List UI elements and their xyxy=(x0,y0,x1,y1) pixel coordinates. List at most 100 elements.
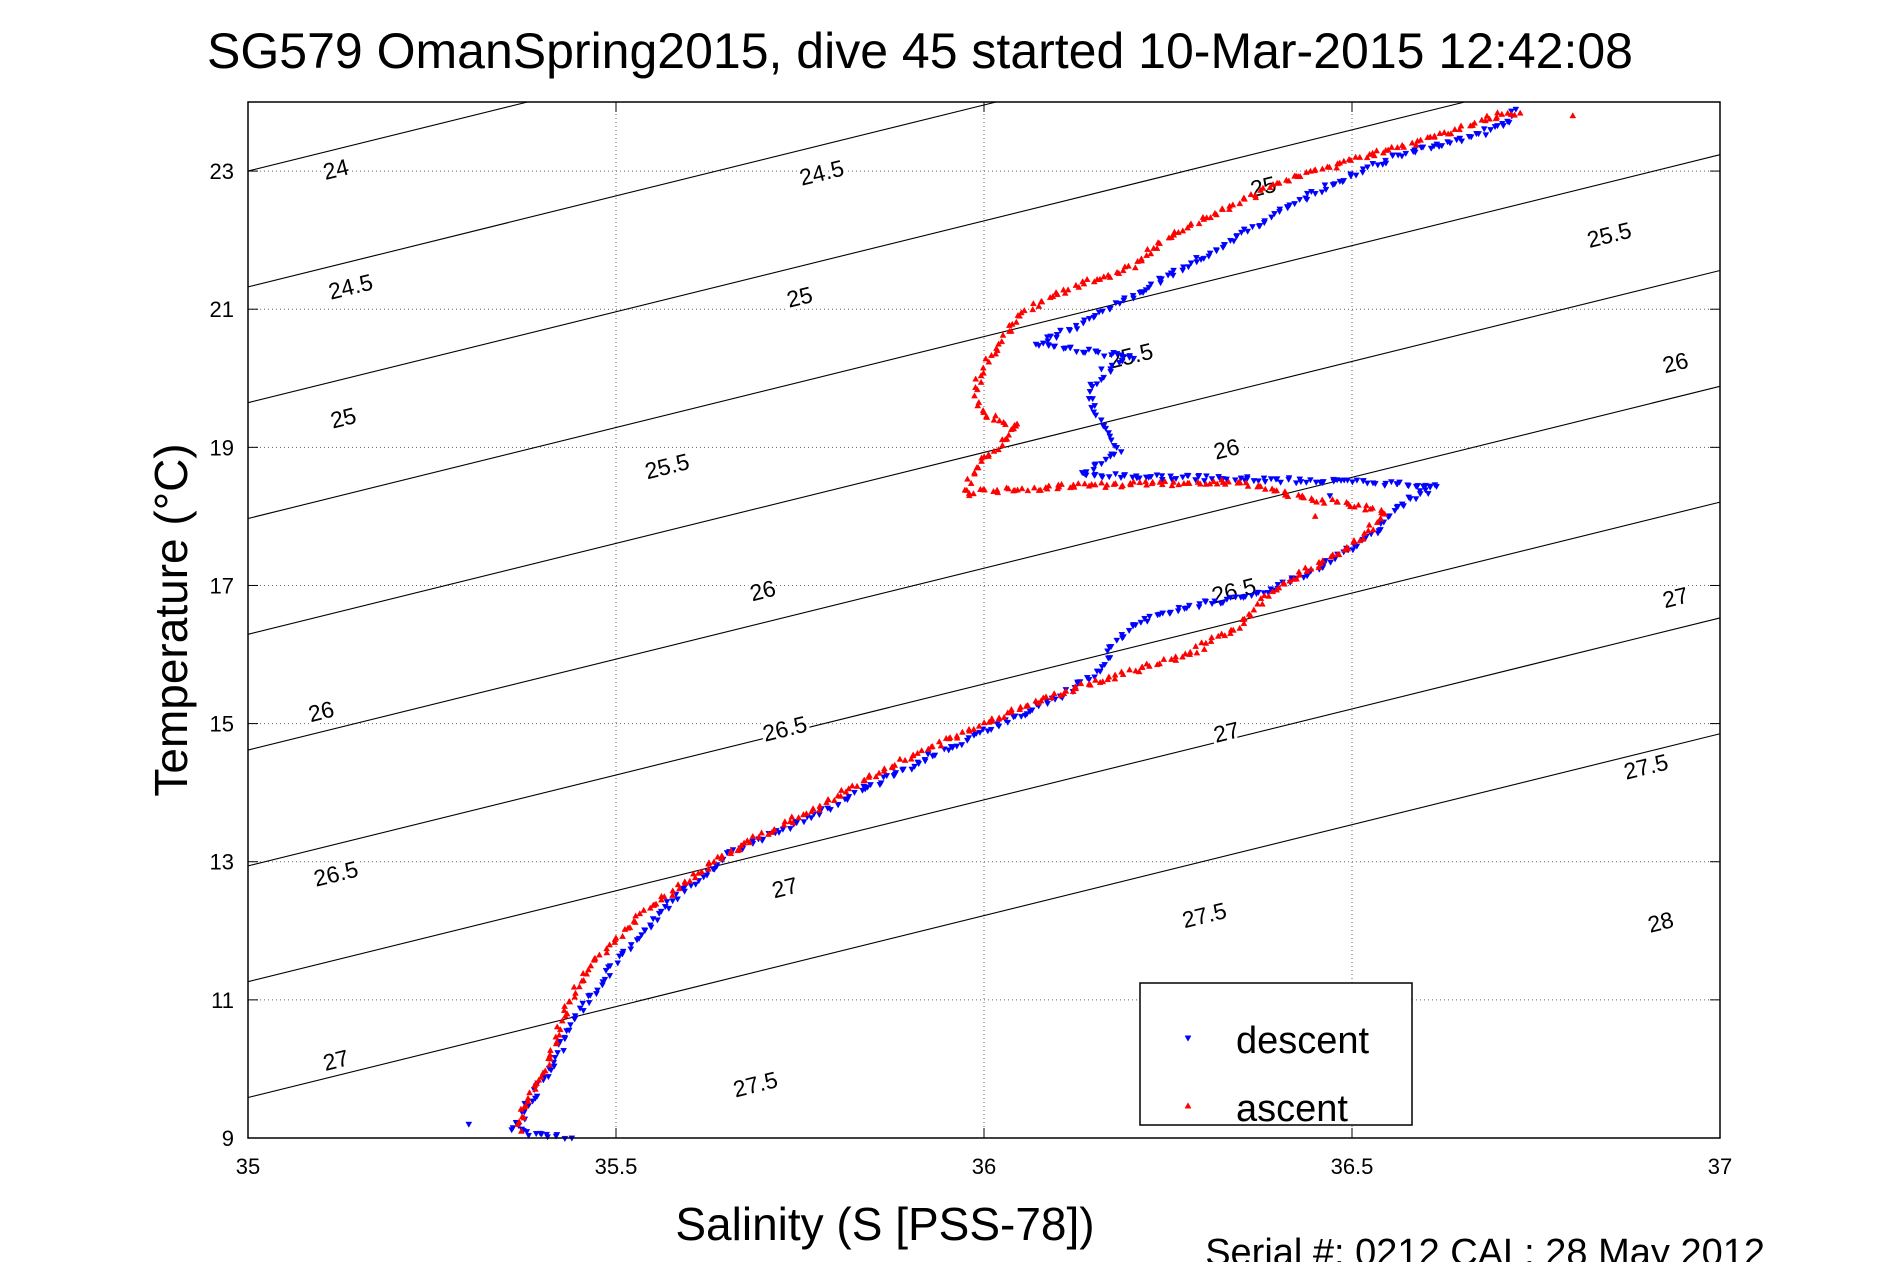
descent-point xyxy=(554,1050,561,1057)
ascent-point xyxy=(749,832,757,839)
descent-point xyxy=(1465,134,1473,141)
descent-point xyxy=(661,904,669,911)
descent-point xyxy=(1482,132,1490,139)
descent-point xyxy=(1130,355,1138,362)
descent-point xyxy=(1369,161,1377,168)
ascent-point xyxy=(896,755,904,762)
ascent-point xyxy=(937,742,945,749)
descent-point xyxy=(627,942,635,949)
ascent-point xyxy=(935,738,943,745)
descent-point xyxy=(995,723,1003,730)
ascent-point xyxy=(1373,518,1381,525)
ascent-point xyxy=(669,891,676,898)
descent-point xyxy=(1102,456,1110,463)
descent-point xyxy=(1100,353,1108,360)
ascent-point xyxy=(1016,312,1023,319)
ascent-point xyxy=(1478,116,1486,123)
ascent-point xyxy=(1022,702,1030,709)
ascent-point xyxy=(1247,612,1255,619)
descent-point xyxy=(1233,233,1240,240)
descent-point xyxy=(1243,475,1251,482)
ascent-point xyxy=(1144,245,1151,252)
descent-point xyxy=(1255,223,1263,230)
descent-point xyxy=(1113,637,1121,644)
descent-point xyxy=(525,1132,532,1139)
descent-point xyxy=(1244,228,1251,235)
y-tick-label: 9 xyxy=(222,1126,234,1151)
ascent-point xyxy=(1179,227,1187,234)
isopycnal-27 xyxy=(247,501,1721,867)
ascent-point xyxy=(524,1097,532,1104)
ascent-point xyxy=(990,416,998,423)
ascent-point xyxy=(823,799,830,806)
ascent-point xyxy=(1031,484,1038,491)
ascent-point xyxy=(1081,480,1089,487)
descent-point xyxy=(1107,369,1115,376)
ascent-point xyxy=(1268,485,1276,492)
descent-point xyxy=(1491,124,1499,131)
ascent-point xyxy=(1273,586,1281,593)
ascent-point xyxy=(1143,251,1150,258)
descent-point xyxy=(1311,191,1319,198)
ascent-point xyxy=(532,1085,539,1092)
descent-point xyxy=(556,1038,564,1045)
descent-point xyxy=(606,973,614,980)
descent-point xyxy=(1143,618,1151,625)
ascent-point xyxy=(907,755,915,762)
ascent-point xyxy=(853,782,861,789)
descent-point xyxy=(851,789,858,796)
descent-point xyxy=(1424,490,1432,498)
descent-point xyxy=(1090,466,1098,473)
ascent-point xyxy=(1310,167,1318,174)
ascent-point xyxy=(1286,577,1294,584)
ascent-point xyxy=(974,386,981,393)
ascent-point xyxy=(970,490,977,497)
descent-point xyxy=(1035,342,1043,349)
ascent-point xyxy=(982,355,990,362)
ascent-point xyxy=(520,1114,528,1121)
descent-point xyxy=(1108,362,1116,369)
ascent-point xyxy=(547,1055,554,1062)
descent-point xyxy=(1349,479,1356,486)
ascent-point xyxy=(560,1006,568,1013)
descent-point xyxy=(1267,476,1275,483)
ascent-point xyxy=(1054,290,1061,298)
ascent-point xyxy=(556,1026,564,1033)
descent-point xyxy=(550,1059,558,1066)
descent-point xyxy=(1136,289,1144,297)
ascent-point xyxy=(1156,660,1163,667)
ascent-point xyxy=(585,966,592,973)
ascent-point xyxy=(1106,273,1114,280)
ascent-point xyxy=(981,486,988,493)
descent-point xyxy=(1174,608,1182,615)
ascent-point xyxy=(1098,479,1105,486)
descent-point xyxy=(1371,481,1379,488)
descent-point xyxy=(921,758,929,765)
descent-point xyxy=(1179,267,1187,274)
ascent-point xyxy=(1236,479,1244,486)
ascent-point xyxy=(1252,194,1260,201)
descent-point xyxy=(1102,425,1110,432)
descent-point xyxy=(876,782,884,789)
descent-point xyxy=(544,1134,551,1141)
ascent-point xyxy=(1064,286,1072,293)
ascent-point xyxy=(1516,109,1524,116)
ascent-point xyxy=(1103,481,1111,488)
descent-point xyxy=(1195,604,1203,611)
ascent-point xyxy=(1307,167,1314,174)
descent-point xyxy=(1172,476,1180,483)
ascent-point xyxy=(1486,115,1493,122)
ascent-point xyxy=(1296,571,1303,578)
descent-point xyxy=(1336,178,1344,185)
descent-point xyxy=(1480,126,1488,133)
descent-point xyxy=(1157,280,1164,287)
ascent-point xyxy=(681,878,689,885)
ascent-point xyxy=(1005,485,1012,492)
ascent-point xyxy=(1018,485,1026,492)
descent-point xyxy=(563,1028,570,1035)
ascent-point xyxy=(977,378,985,385)
descent-point xyxy=(1312,479,1320,486)
ascent-point xyxy=(1398,141,1406,148)
ascent-point xyxy=(998,338,1006,345)
